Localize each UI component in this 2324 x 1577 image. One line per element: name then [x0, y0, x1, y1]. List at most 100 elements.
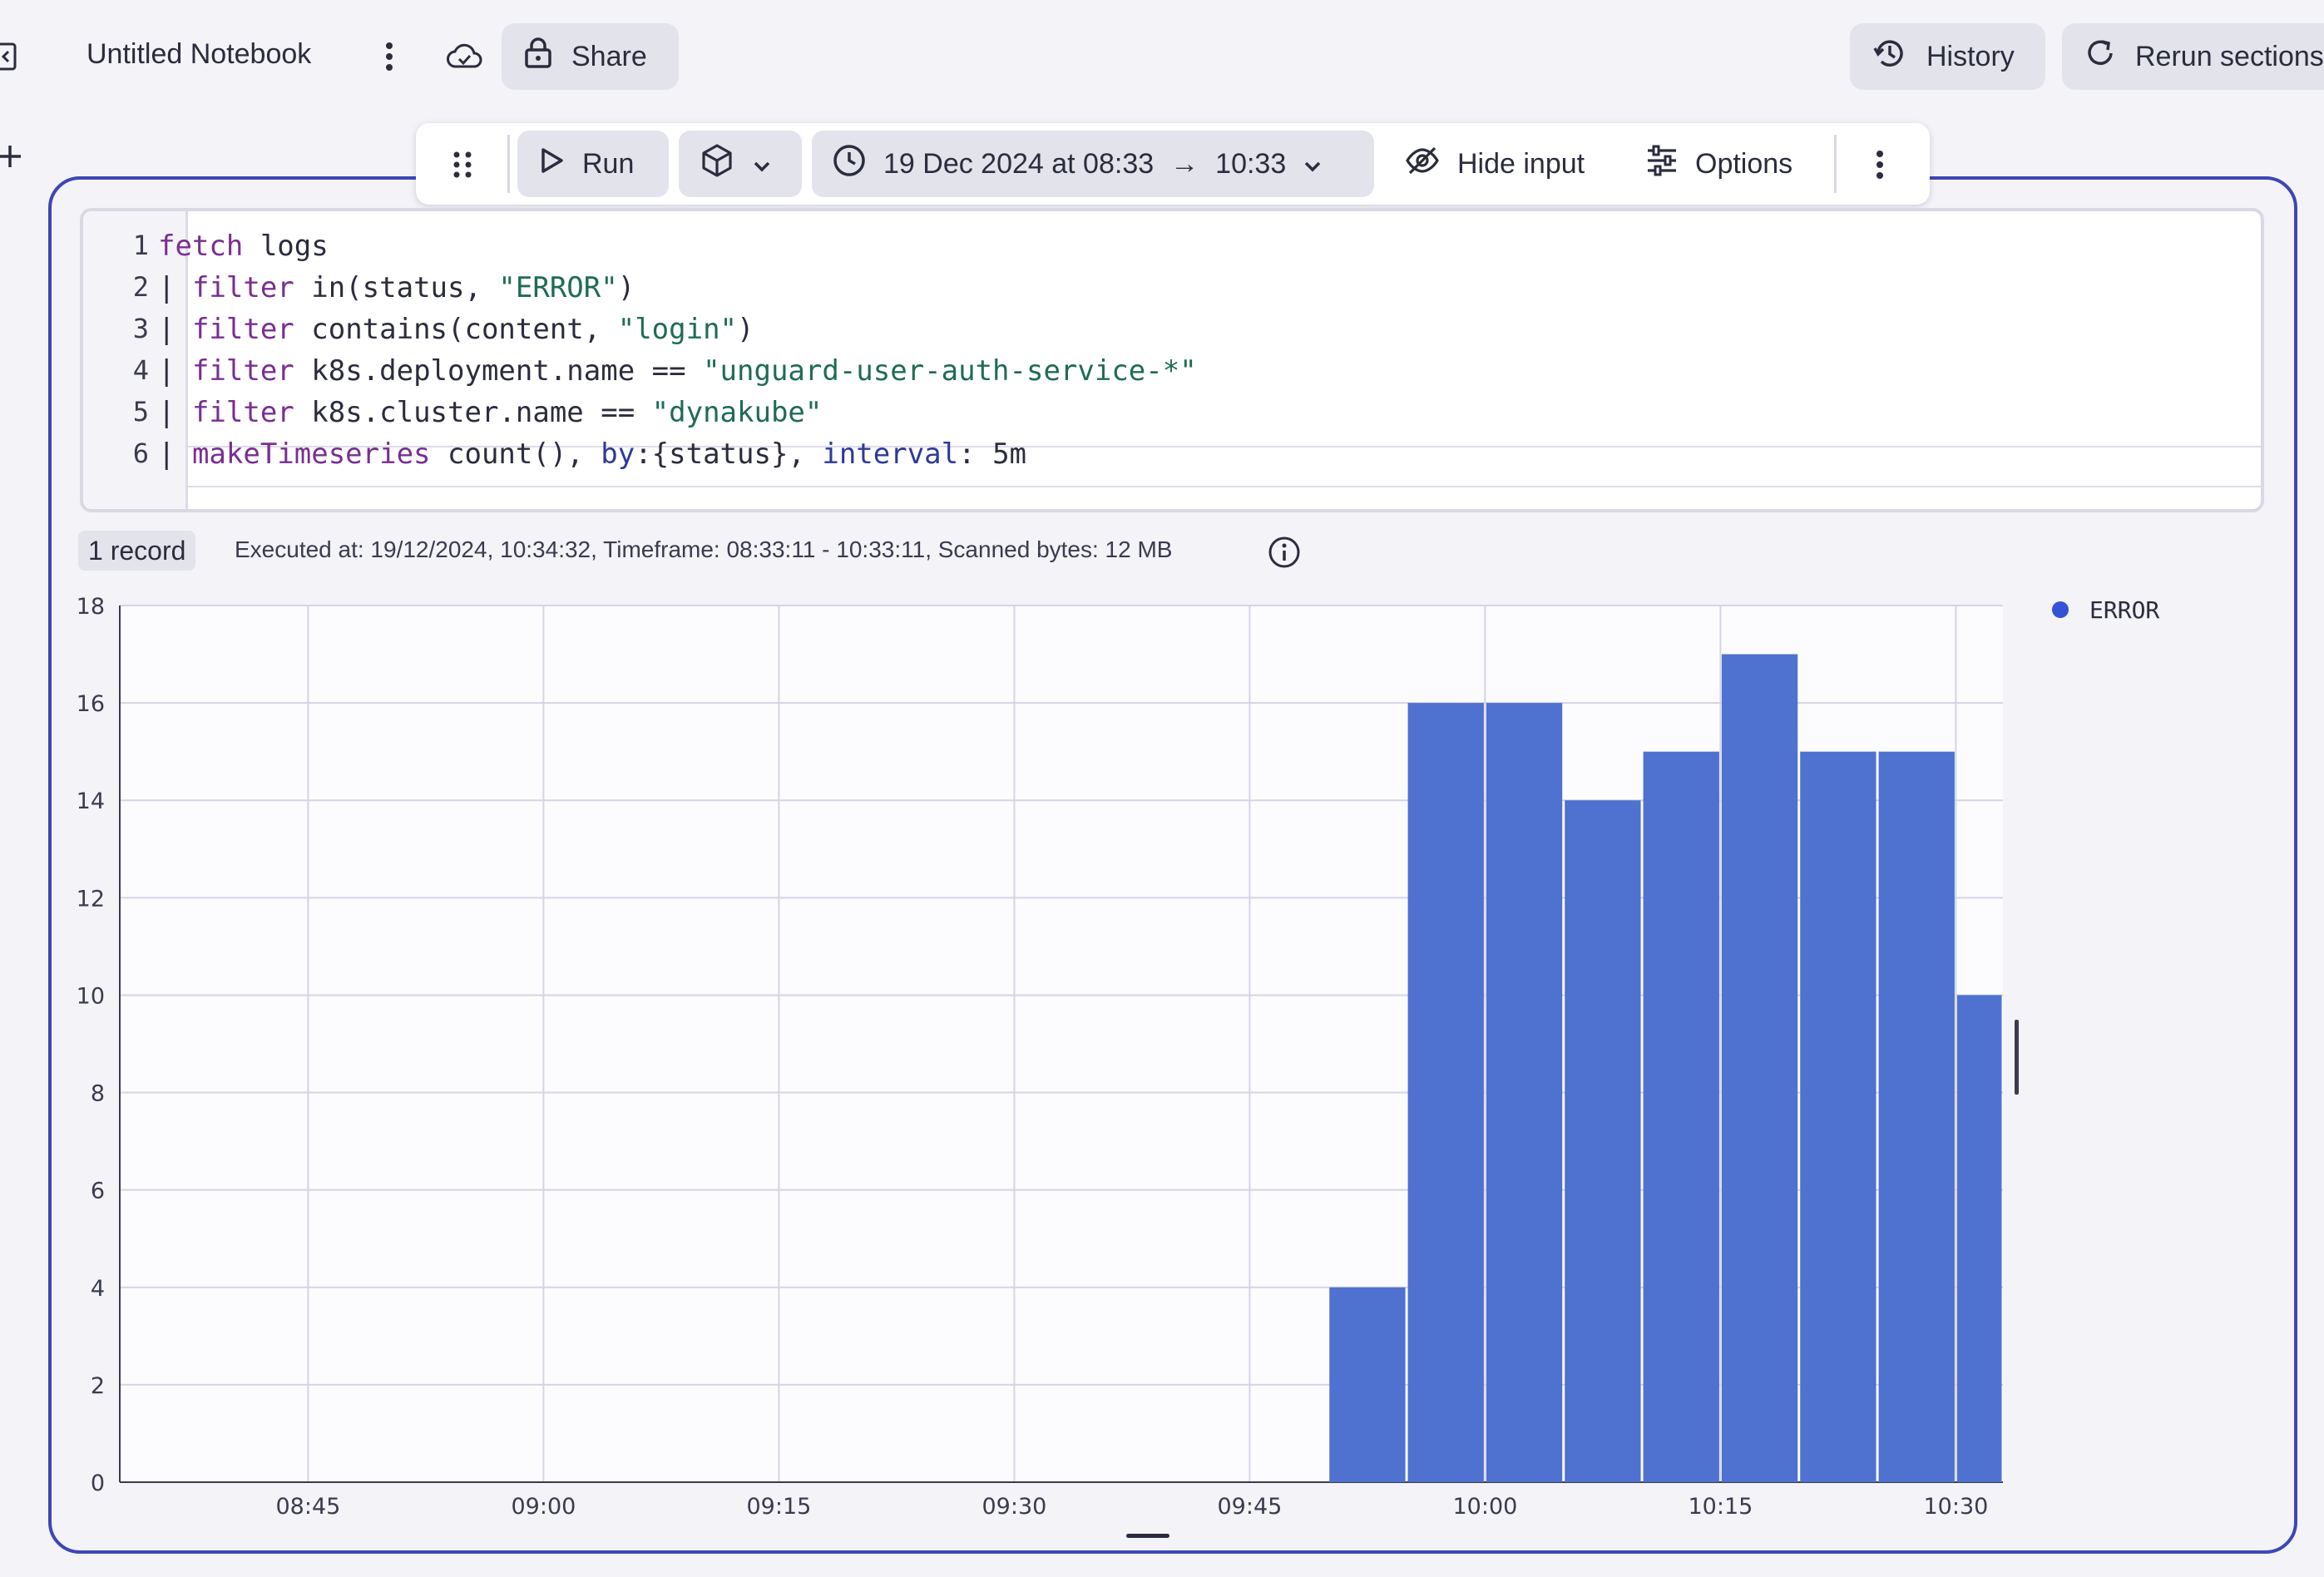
line-number-gutter: 1 2 3 4 5 6: [83, 211, 188, 509]
notebook-title[interactable]: Untitled Notebook: [87, 38, 312, 70]
more-options-icon[interactable]: [1862, 146, 1898, 183]
toolbar-divider: [507, 135, 510, 193]
share-button[interactable]: Share: [502, 23, 679, 90]
execution-info: Executed at: 19/12/2024, 10:34:32, Timef…: [235, 536, 1173, 562]
line-number: 5: [132, 396, 149, 428]
code-token: :{status},: [635, 438, 823, 471]
code-token: by: [601, 438, 635, 471]
record-count-badge: 1 record: [78, 531, 196, 571]
line-number: 4: [132, 354, 149, 386]
drag-handle-icon[interactable]: [446, 148, 479, 181]
code-line: | filter in(status, "ERROR"): [158, 271, 635, 304]
bar-error-7: [1878, 751, 1955, 1482]
code-token: filter: [191, 313, 294, 346]
chevron-down-icon: [752, 148, 772, 180]
code-token: |: [158, 438, 192, 471]
bar-error-0: [1329, 1287, 1406, 1482]
options-button[interactable]: Options: [1625, 131, 1805, 197]
y-tick-label: 16: [77, 691, 105, 717]
bar-error-8: [1956, 995, 2002, 1482]
clock-icon: [832, 143, 867, 185]
y-tick-label: 18: [77, 594, 105, 620]
x-tick-label: 10:00: [1452, 1494, 1517, 1520]
code-token: "unguard-user-auth-service-*": [703, 354, 1197, 388]
code-token: "login": [617, 313, 738, 346]
y-tick-label: 10: [77, 983, 105, 1009]
hide-input-button[interactable]: Hide input: [1384, 131, 1595, 197]
code-token: contains(content,: [294, 313, 618, 346]
code-line: | makeTimeseries count(), by:{status}, i…: [158, 438, 1026, 471]
code-token: : 5m: [958, 438, 1027, 471]
resize-handle[interactable]: [1126, 1534, 1169, 1538]
info-icon[interactable]: [1266, 534, 1303, 571]
x-tick-label: 10:15: [1688, 1494, 1753, 1520]
y-tick-label: 8: [91, 1081, 105, 1107]
line-number: 2: [132, 271, 149, 303]
code-token: interval: [822, 438, 959, 471]
toolbar-divider: [1834, 135, 1837, 193]
code-token: ): [617, 271, 635, 304]
line-number: 3: [132, 313, 149, 344]
history-label: History: [1926, 40, 2015, 72]
code-token: in(status,: [294, 271, 499, 304]
notebook-menu-icon[interactable]: [374, 37, 404, 77]
history-button[interactable]: History: [1850, 23, 2045, 90]
code-line: | filter contains(content, "login"): [158, 313, 754, 346]
x-tick-label: 09:45: [1217, 1494, 1282, 1520]
refresh-icon: [2084, 37, 2117, 77]
code-token: "ERROR": [498, 271, 618, 304]
cloud-saved-icon: [444, 40, 484, 73]
bar-error-4: [1643, 751, 1719, 1482]
rerun-label: Rerun sections: [2135, 40, 2324, 72]
bar-error-3: [1565, 800, 1641, 1482]
y-tick-label: 2: [91, 1373, 105, 1399]
bar-error-6: [1800, 751, 1877, 1482]
collapse-sidebar-icon[interactable]: [0, 42, 20, 72]
lock-icon: [523, 37, 553, 77]
code-token: ): [737, 313, 754, 346]
x-tick-label: 08:45: [275, 1494, 340, 1520]
sliders-icon: [1645, 145, 1679, 184]
code-token: |: [158, 313, 192, 346]
cube-icon: [699, 142, 735, 186]
history-icon: [1872, 35, 1908, 79]
section-toolbar: Run 19 Dec 2024 at 08:33 → 10:33 Hide in…: [416, 123, 1930, 205]
x-tick-label: 10:30: [1923, 1494, 1988, 1520]
legend-label: ERROR: [2089, 596, 2159, 624]
rerun-sections-button[interactable]: Rerun sections: [2062, 23, 2324, 90]
y-tick-label: 14: [77, 788, 105, 814]
code-token: filter: [191, 354, 294, 388]
add-section-icon[interactable]: [0, 141, 23, 171]
code-token: filter: [191, 396, 294, 429]
x-tick-label: 09:15: [746, 1494, 811, 1520]
code-token: |: [158, 354, 192, 388]
share-label: Share: [571, 40, 647, 72]
code-line: | filter k8s.deployment.name == "unguard…: [158, 354, 1197, 388]
options-label: Options: [1695, 147, 1793, 180]
query-editor[interactable]: 1 2 3 4 5 6 fetch logs | filter in(status, "ER…: [80, 208, 2264, 512]
code-line: | filter k8s.cluster.name == "dynakube": [158, 396, 822, 429]
run-button[interactable]: Run: [517, 131, 669, 197]
run-label: Run: [582, 147, 635, 180]
active-line-highlight: [188, 446, 2261, 487]
x-tick-label: 09:00: [511, 1494, 576, 1520]
x-tick-label: 09:30: [982, 1494, 1046, 1520]
eye-off-icon: [1404, 146, 1441, 183]
code-token: "dynakube": [651, 396, 823, 429]
code-token: k8s.cluster.name ==: [294, 396, 652, 429]
code-token: k8s.deployment.name ==: [294, 354, 704, 388]
bar-error-1: [1407, 703, 1484, 1482]
chevron-down-icon: [1303, 148, 1323, 180]
data-source-dropdown[interactable]: [679, 131, 802, 197]
y-tick-label: 4: [91, 1276, 105, 1302]
code-token: |: [158, 396, 192, 429]
code-token: filter: [191, 271, 294, 304]
bar-error-5: [1721, 654, 1798, 1482]
legend-resize-handle[interactable]: [2015, 1020, 2019, 1095]
play-icon: [537, 146, 566, 182]
code-token: count(),: [430, 438, 601, 471]
bar-error-2: [1486, 703, 1563, 1482]
timeframe-arrow: →: [1170, 147, 1199, 180]
timeframe-selector[interactable]: 19 Dec 2024 at 08:33 → 10:33: [812, 131, 1374, 197]
